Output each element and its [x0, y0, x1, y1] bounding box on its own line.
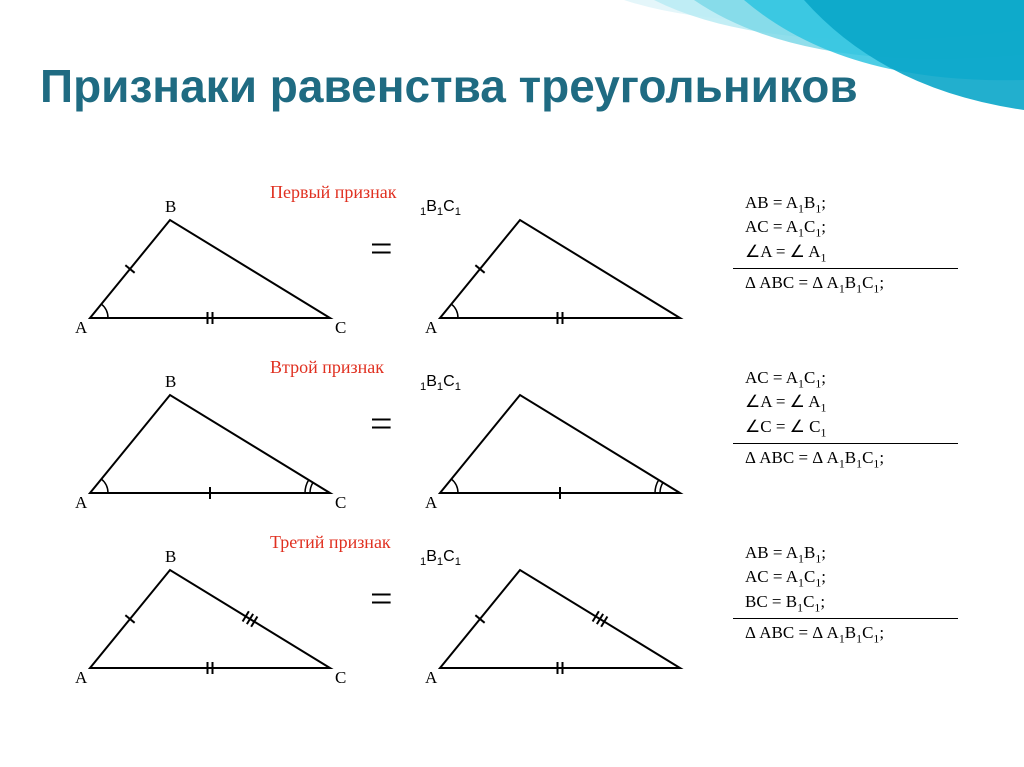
svg-text:A: A — [75, 318, 88, 337]
equals-sign-3: = — [370, 575, 393, 622]
svg-text:A: A — [425, 668, 438, 687]
condition-divider — [733, 443, 958, 444]
criterion-row-3: Третий признакABC=A1B1C1AB = A1B1;AC = A… — [40, 530, 984, 705]
condition-divider — [733, 268, 958, 269]
condition-line: ∠A = ∠ A1 — [745, 391, 980, 415]
condition-line: BC = B1C1; — [745, 591, 980, 615]
criterion-2-conditions: AC = A1C1;∠A = ∠ A1∠C = ∠ C1 Δ ABC = Δ A1… — [745, 367, 980, 472]
conclusion-line: Δ ABC = Δ A1B1C1; — [745, 272, 980, 296]
triangle-1-right: A — [420, 198, 700, 338]
conclusion-line: Δ ABC = Δ A1B1C1; — [745, 622, 980, 646]
criterion-1-conditions: AB = A1B1;AC = A1C1;∠A = ∠ A1 Δ ABC = Δ A… — [745, 192, 980, 297]
criterion-row-1: Первый признакABC=A1B1C1AB = A1B1;AC = A… — [40, 180, 984, 355]
condition-line: AC = A1C1; — [745, 367, 980, 391]
triangle-3-left: A B C — [70, 548, 350, 688]
svg-text:B: B — [165, 548, 176, 566]
condition-line: ∠A = ∠ A1 — [745, 241, 980, 265]
triangle-2-left: A B C — [70, 373, 350, 513]
equals-sign-2: = — [370, 400, 393, 447]
condition-line: AB = A1B1; — [745, 542, 980, 566]
svg-text:A: A — [425, 493, 438, 512]
svg-text:C: C — [335, 668, 346, 687]
svg-text:B: B — [165, 373, 176, 391]
condition-line: AC = A1C1; — [745, 566, 980, 590]
svg-text:C: C — [335, 318, 346, 337]
conclusion-line: Δ ABC = Δ A1B1C1; — [745, 447, 980, 471]
svg-text:A: A — [75, 493, 88, 512]
svg-text:B: B — [165, 198, 176, 216]
condition-line: ∠C = ∠ C1 — [745, 416, 980, 440]
equals-sign-1: = — [370, 225, 393, 272]
svg-text:A: A — [425, 318, 438, 337]
slide-title: Признаки равенства треугольников — [40, 60, 858, 113]
triangle-1-left: A B C — [70, 198, 350, 338]
svg-text:C: C — [335, 493, 346, 512]
condition-divider — [733, 618, 958, 619]
condition-line: AC = A1C1; — [745, 216, 980, 240]
criterion-3-conditions: AB = A1B1;AC = A1C1;BC = B1C1; Δ ABC = Δ … — [745, 542, 980, 647]
triangle-2-right: A — [420, 373, 700, 513]
condition-line: AB = A1B1; — [745, 192, 980, 216]
criterion-row-2: Втрой признакABC=A1B1C1AC = A1C1;∠A = ∠ … — [40, 355, 984, 530]
triangle-3-right: A — [420, 548, 700, 688]
svg-text:A: A — [75, 668, 88, 687]
content-area: Первый признакABC=A1B1C1AB = A1B1;AC = A… — [40, 180, 984, 740]
